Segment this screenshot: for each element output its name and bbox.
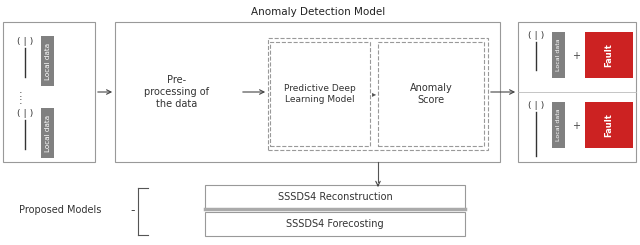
Text: Anomaly
Score: Anomaly Score bbox=[410, 83, 452, 105]
Text: :: : bbox=[19, 96, 23, 106]
Text: Anomaly Detection Model: Anomaly Detection Model bbox=[251, 7, 385, 17]
Text: Predictive Deep
Learning Model: Predictive Deep Learning Model bbox=[284, 84, 356, 104]
Text: ▸: ▸ bbox=[372, 89, 376, 98]
Text: ( ❘ ): ( ❘ ) bbox=[528, 101, 544, 110]
Text: Local data: Local data bbox=[45, 114, 51, 152]
Text: +: + bbox=[572, 121, 580, 131]
Text: +: + bbox=[572, 51, 580, 61]
Bar bbox=[585, 102, 633, 148]
Text: Fault: Fault bbox=[605, 113, 614, 137]
Bar bbox=[585, 32, 633, 78]
Bar bbox=[270, 42, 370, 146]
Text: Fault: Fault bbox=[605, 43, 614, 67]
Bar bbox=[205, 212, 465, 236]
Text: :: : bbox=[19, 89, 23, 99]
Text: ( ❘ ): ( ❘ ) bbox=[528, 32, 544, 40]
Bar bbox=[3, 22, 95, 162]
Text: ( ❘ ): ( ❘ ) bbox=[17, 110, 33, 119]
Bar bbox=[41, 36, 54, 86]
Text: Local data: Local data bbox=[45, 42, 51, 80]
Bar bbox=[518, 22, 636, 162]
Bar bbox=[205, 185, 465, 209]
Bar bbox=[41, 108, 54, 158]
Text: Pre-
processing of
the data: Pre- processing of the data bbox=[145, 75, 209, 109]
Text: -: - bbox=[131, 205, 135, 218]
Bar bbox=[552, 102, 565, 148]
Text: Proposed Models: Proposed Models bbox=[19, 205, 101, 215]
Text: SSSDS4 Forecosting: SSSDS4 Forecosting bbox=[286, 219, 384, 229]
Text: Local data: Local data bbox=[556, 39, 561, 71]
Bar bbox=[552, 32, 565, 78]
Text: ( ❘ ): ( ❘ ) bbox=[17, 37, 33, 47]
Bar bbox=[378, 42, 484, 146]
Text: SSSDS4 Reconstruction: SSSDS4 Reconstruction bbox=[278, 192, 392, 202]
Bar bbox=[268, 38, 488, 150]
Bar bbox=[115, 22, 500, 162]
Text: Local data: Local data bbox=[556, 109, 561, 141]
